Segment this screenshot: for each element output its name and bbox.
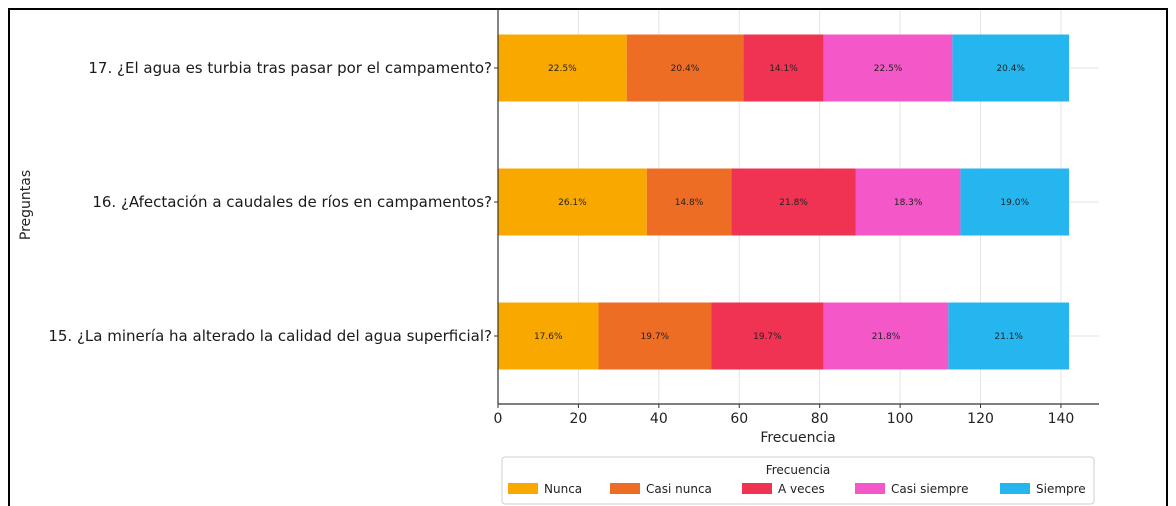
x-tick-label-60: 60 bbox=[730, 411, 748, 427]
legend-swatch-4 bbox=[1000, 483, 1030, 494]
bar-1-3 bbox=[855, 168, 961, 236]
data-label-0-3: 21.8% bbox=[872, 332, 901, 342]
bar-1-4 bbox=[960, 168, 1069, 236]
data-label-0-2: 19.7% bbox=[753, 332, 782, 342]
bar-2-4 bbox=[952, 34, 1069, 102]
legend-label-1: Casi nunca bbox=[646, 482, 712, 496]
data-label-2-1: 20.4% bbox=[671, 64, 700, 74]
category-label-2: 17. ¿El agua es turbia tras pasar por el… bbox=[88, 59, 492, 77]
x-tick-label-0: 0 bbox=[494, 411, 503, 427]
x-tick-label-140: 140 bbox=[1048, 411, 1075, 427]
legend-label-0: Nunca bbox=[544, 482, 582, 496]
data-label-2-0: 22.5% bbox=[548, 64, 577, 74]
legend-swatch-2 bbox=[742, 483, 772, 494]
x-tick-label-100: 100 bbox=[887, 411, 914, 427]
data-label-2-2: 14.1% bbox=[769, 64, 798, 74]
legend-title: Frecuencia bbox=[766, 463, 831, 477]
legend-swatch-0 bbox=[508, 483, 538, 494]
bar-0-3 bbox=[823, 302, 949, 370]
data-label-0-4: 21.1% bbox=[994, 332, 1023, 342]
bar-2-0 bbox=[498, 34, 627, 102]
data-label-0-1: 19.7% bbox=[641, 332, 670, 342]
y-axis-title: Preguntas bbox=[18, 170, 34, 240]
x-tick-label-40: 40 bbox=[650, 411, 668, 427]
bar-2-2 bbox=[743, 34, 824, 102]
data-label-2-4: 20.4% bbox=[996, 64, 1025, 74]
category-label-1: 16. ¿Afectación a caudales de ríos en ca… bbox=[92, 193, 492, 211]
bar-1-0 bbox=[498, 168, 647, 236]
data-label-1-3: 18.3% bbox=[894, 198, 923, 208]
bar-0-0 bbox=[498, 302, 599, 370]
legend-label-2: A veces bbox=[778, 482, 825, 496]
x-tick-label-80: 80 bbox=[811, 411, 829, 427]
legend: Frecuencia Nunca Casi nunca A veces Casi sie… bbox=[501, 456, 1095, 505]
legend-label-3: Casi siempre bbox=[891, 482, 968, 496]
bar-0-4 bbox=[948, 302, 1069, 370]
x-tick-label-120: 120 bbox=[967, 411, 994, 427]
data-label-1-0: 26.1% bbox=[558, 198, 587, 208]
bar-0-2 bbox=[711, 302, 824, 370]
data-label-1-4: 19.0% bbox=[1000, 198, 1029, 208]
figure-frame bbox=[8, 8, 1168, 506]
x-axis-title: Frecuencia bbox=[760, 430, 835, 446]
legend-swatch-3 bbox=[855, 483, 885, 494]
data-label-1-2: 21.8% bbox=[779, 198, 808, 208]
bar-1-2 bbox=[731, 168, 856, 236]
bar-1-1 bbox=[646, 168, 732, 236]
bar-2-1 bbox=[626, 34, 744, 102]
data-label-2-3: 22.5% bbox=[874, 64, 903, 74]
bar-0-1 bbox=[598, 302, 712, 370]
data-label-1-1: 14.8% bbox=[675, 198, 704, 208]
category-label-0: 15. ¿La minería ha alterado la calidad d… bbox=[48, 327, 492, 345]
legend-box bbox=[501, 456, 1095, 505]
data-label-0-0: 17.6% bbox=[534, 332, 563, 342]
x-tick-label-20: 20 bbox=[570, 411, 588, 427]
bar-2-3 bbox=[823, 34, 953, 102]
legend-swatch-1 bbox=[610, 483, 640, 494]
legend-label-4: Siempre bbox=[1036, 482, 1086, 496]
